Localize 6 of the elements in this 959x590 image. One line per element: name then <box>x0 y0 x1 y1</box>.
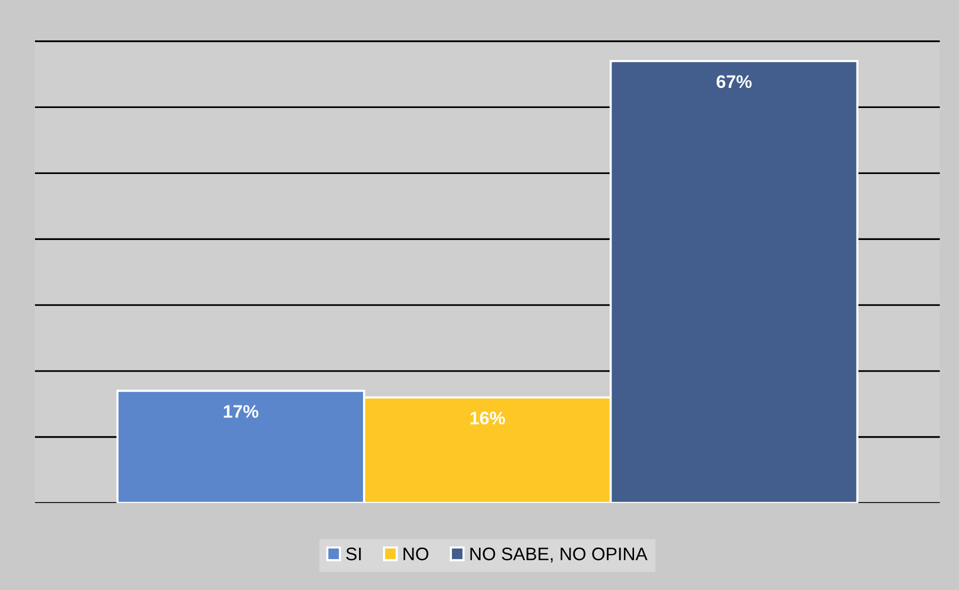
data-label: 16% <box>470 412 506 424</box>
legend-label: NO <box>404 548 428 560</box>
legend-label: NO SABE, NO OPINA <box>470 548 648 562</box>
data-label: 17% <box>224 405 258 418</box>
legend-label: SI <box>346 548 361 560</box>
data-label: 67% <box>716 75 752 88</box>
